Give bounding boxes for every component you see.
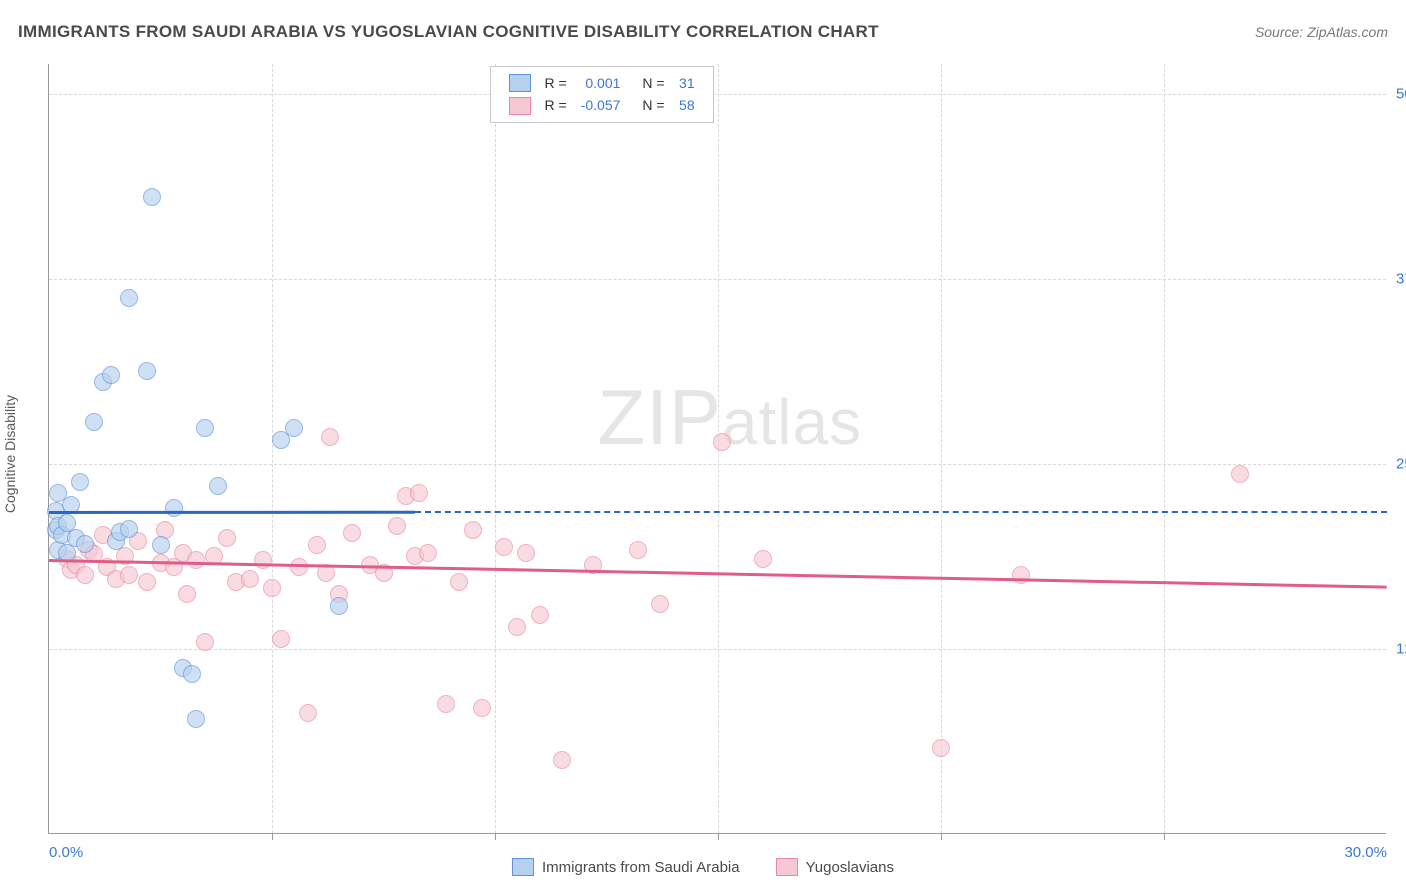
legend-n-value: 31 [673,73,701,93]
x-tickmark [941,833,942,840]
trend-line [49,511,415,514]
legend-r-value: 0.001 [575,73,627,93]
scatter-point [165,499,183,517]
trend-line [415,511,1387,513]
scatter-point [473,699,491,717]
scatter-point [1012,566,1030,584]
scatter-point [299,704,317,722]
scatter-point [102,366,120,384]
scatter-point [196,419,214,437]
gridline-v [272,64,273,833]
legend-swatch [776,858,798,876]
gridline-v [495,64,496,833]
scatter-point [254,551,272,569]
scatter-point [410,484,428,502]
scatter-point [272,630,290,648]
x-tickmark [495,833,496,840]
legend-bottom: Immigrants from Saudi Arabia Yugoslavians [512,858,894,876]
chart-source: Source: ZipAtlas.com [1255,24,1388,40]
legend-r-label: R = [539,73,573,93]
scatter-point [85,413,103,431]
scatter-point [330,597,348,615]
scatter-point [187,551,205,569]
scatter-point [138,362,156,380]
scatter-point [713,433,731,451]
scatter-point [508,618,526,636]
scatter-point [754,550,772,568]
scatter-point [651,595,669,613]
x-tickmark [718,833,719,840]
legend-n-value: 58 [673,95,701,115]
scatter-point [120,520,138,538]
scatter-point [932,739,950,757]
y-tick-label: 12.5% [1396,640,1406,657]
legend-r-label: R = [539,95,573,115]
scatter-point [437,695,455,713]
y-tick-label: 50.0% [1396,85,1406,102]
scatter-point [120,566,138,584]
scatter-point [178,585,196,603]
x-tickmark [1164,833,1165,840]
legend-n-label: N = [628,73,670,93]
scatter-point [517,544,535,562]
x-tick-label: 0.0% [49,844,83,861]
scatter-point [218,529,236,547]
scatter-point [143,188,161,206]
gridline-v [941,64,942,833]
scatter-point [419,544,437,562]
scatter-point [464,521,482,539]
legend-swatch [509,97,531,115]
y-tick-label: 37.5% [1396,270,1406,287]
legend-item: Yugoslavians [776,858,894,876]
scatter-point [1231,465,1249,483]
scatter-point [263,579,281,597]
scatter-chart: 12.5%25.0%37.5%50.0%0.0%30.0%ZIPatlas [48,64,1386,834]
y-tick-label: 25.0% [1396,455,1406,472]
scatter-point [290,558,308,576]
scatter-point [388,517,406,535]
scatter-point [495,538,513,556]
scatter-point [285,419,303,437]
scatter-point [183,665,201,683]
scatter-point [76,566,94,584]
scatter-point [241,570,259,588]
legend-r-value: -0.057 [575,95,627,115]
legend-n-label: N = [628,95,670,115]
scatter-point [531,606,549,624]
scatter-point [450,573,468,591]
scatter-point [553,751,571,769]
x-tickmark [272,833,273,840]
legend-item: Immigrants from Saudi Arabia [512,858,740,876]
scatter-point [187,710,205,728]
scatter-point [71,473,89,491]
scatter-point [138,573,156,591]
legend-label: Immigrants from Saudi Arabia [542,859,740,876]
legend-label: Yugoslavians [806,859,894,876]
scatter-point [343,524,361,542]
scatter-point [76,535,94,553]
legend-stats: R =0.001N =31 R =-0.057N =58 [490,66,714,123]
scatter-point [321,428,339,446]
chart-title: IMMIGRANTS FROM SAUDI ARABIA VS YUGOSLAV… [18,22,879,42]
scatter-point [196,633,214,651]
legend-swatch [509,74,531,92]
x-tick-label: 30.0% [1344,844,1387,861]
scatter-point [209,477,227,495]
scatter-point [120,289,138,307]
y-axis-label: Cognitive Disability [2,395,18,513]
scatter-point [629,541,647,559]
scatter-point [308,536,326,554]
watermark: ZIPatlas [598,372,863,463]
gridline-v [1164,64,1165,833]
scatter-point [152,536,170,554]
legend-swatch [512,858,534,876]
